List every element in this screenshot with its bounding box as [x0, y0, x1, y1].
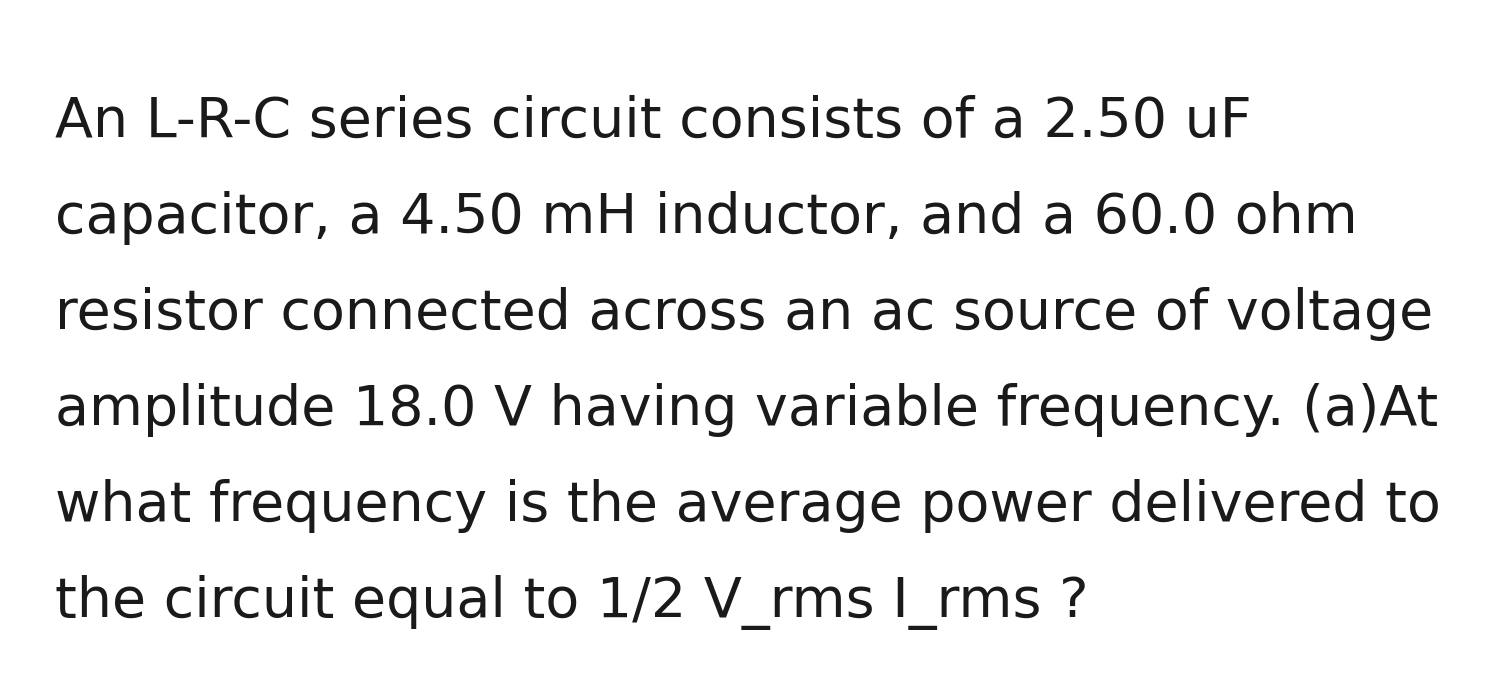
Text: resistor connected across an ac source of voltage: resistor connected across an ac source o…: [56, 287, 1434, 341]
Text: what frequency is the average power delivered to: what frequency is the average power deli…: [56, 479, 1442, 533]
Text: the circuit equal to 1/2 V_rms I_rms ?: the circuit equal to 1/2 V_rms I_rms ?: [56, 575, 1089, 630]
Text: capacitor, a 4.50 mH inductor, and a 60.0 ohm: capacitor, a 4.50 mH inductor, and a 60.…: [56, 191, 1358, 245]
Text: amplitude 18.0 V having variable frequency. (a)At: amplitude 18.0 V having variable frequen…: [56, 383, 1438, 437]
Text: An L-R-C series circuit consists of a 2.50 uF: An L-R-C series circuit consists of a 2.…: [56, 95, 1251, 149]
